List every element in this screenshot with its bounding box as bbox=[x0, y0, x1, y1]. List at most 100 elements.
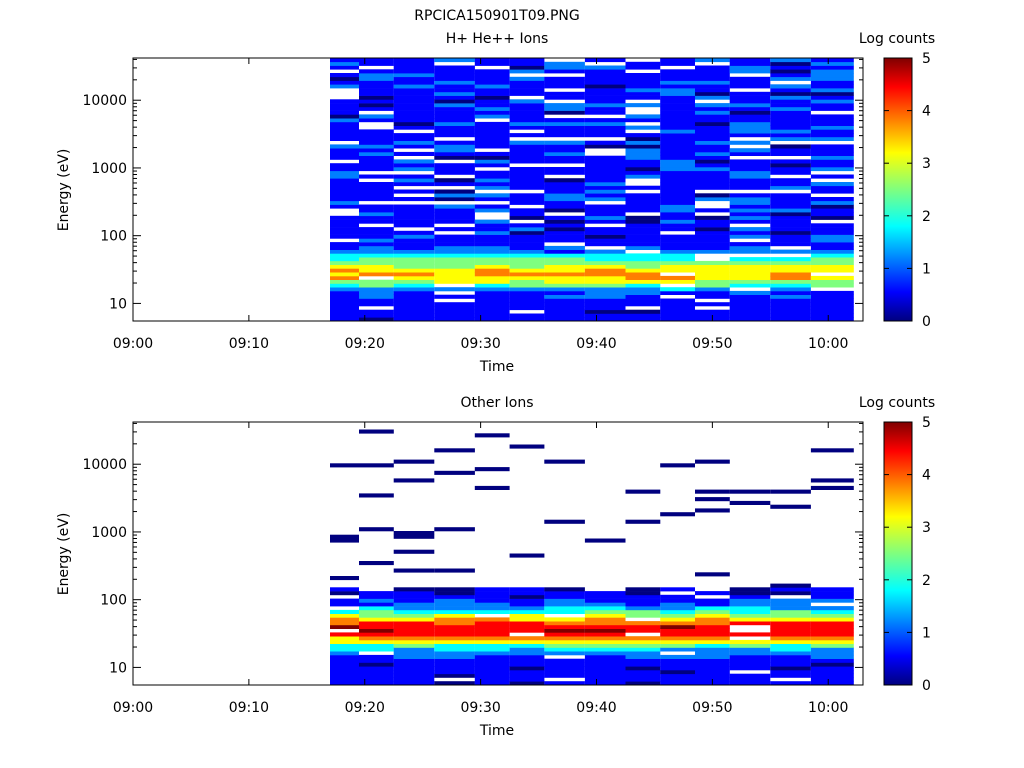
spectrogram-cell bbox=[544, 306, 585, 311]
spectrogram-cell bbox=[434, 658, 475, 663]
spectrogram-cell bbox=[770, 621, 811, 626]
spectrogram-cell bbox=[584, 140, 626, 145]
spectrogram-cell bbox=[729, 662, 771, 667]
spectrogram-cell bbox=[509, 670, 545, 675]
spectrogram-cell bbox=[544, 118, 585, 123]
spectrogram-cell bbox=[509, 628, 545, 633]
spectrogram-cell bbox=[474, 467, 510, 472]
spectrogram-cell bbox=[474, 88, 510, 93]
spectrogram-cell bbox=[359, 69, 394, 74]
spectrogram-cell bbox=[393, 531, 435, 536]
spectrogram-cell bbox=[660, 662, 695, 667]
colorbar bbox=[883, 57, 913, 322]
spectrogram-cell bbox=[584, 103, 626, 108]
spectrogram-cell bbox=[695, 294, 730, 299]
spectrogram-cell bbox=[544, 598, 585, 603]
spectrogram-cell bbox=[584, 106, 626, 111]
spectrogram-cell bbox=[810, 242, 854, 247]
spectrogram-cell bbox=[544, 65, 585, 70]
spectrogram-cell bbox=[625, 651, 661, 656]
spectrogram-cell bbox=[509, 639, 545, 644]
spectrogram-cell bbox=[474, 294, 510, 299]
spectrogram-cell bbox=[810, 302, 854, 307]
x-axis: 09:00 09:10 09:20 09:30 09:40 09:50 10:00 bbox=[113, 58, 848, 352]
spectrogram-cell bbox=[359, 189, 394, 194]
spectrogram-cell bbox=[393, 88, 435, 93]
spectrogram-cells bbox=[330, 429, 854, 686]
spectrogram-cell bbox=[695, 125, 730, 130]
y-tick-label: 10000 bbox=[82, 457, 127, 473]
spectrogram-cell bbox=[584, 249, 626, 254]
colorbar-tick-label: 4 bbox=[922, 104, 931, 120]
spectrogram-cell bbox=[695, 636, 730, 641]
spectrogram-cell bbox=[695, 69, 730, 74]
spectrogram-cell bbox=[474, 632, 510, 637]
spectrogram-cell bbox=[625, 313, 661, 318]
spectrogram-cell bbox=[660, 73, 695, 78]
spectrogram-cell bbox=[810, 298, 854, 303]
spectrogram-cell bbox=[434, 84, 475, 89]
spectrogram-cell bbox=[810, 591, 854, 596]
spectrogram-cell bbox=[330, 587, 359, 592]
spectrogram-cell bbox=[359, 215, 394, 220]
panel-other-ions: Other Ions Log counts 09:00 09:10 09:20 09:… bbox=[56, 395, 935, 739]
spectrogram-cell bbox=[625, 125, 661, 130]
spectrogram-cell bbox=[695, 167, 730, 172]
x-tick-label: 10:00 bbox=[808, 336, 848, 352]
spectrogram-cell bbox=[330, 215, 359, 220]
spectrogram-cell bbox=[770, 148, 811, 153]
spectrogram-cell bbox=[474, 279, 510, 284]
spectrogram-cell bbox=[509, 148, 545, 153]
spectrogram-cell bbox=[359, 283, 394, 288]
colorbar-tick-label: 0 bbox=[922, 314, 931, 330]
spectrogram-cell bbox=[393, 621, 435, 626]
spectrogram-cell bbox=[810, 257, 854, 262]
y-tick-label: 1000 bbox=[91, 161, 127, 177]
spectrogram-cell bbox=[434, 227, 475, 232]
spectrogram-cell bbox=[729, 279, 771, 284]
spectrogram-cell bbox=[359, 594, 394, 599]
spectrogram-cell bbox=[509, 208, 545, 213]
spectrogram-cell bbox=[509, 249, 545, 254]
spectrogram-cell bbox=[584, 65, 626, 70]
spectrogram-cell bbox=[393, 69, 435, 74]
spectrogram-cell bbox=[474, 208, 510, 213]
spectrogram-cell bbox=[330, 178, 359, 183]
spectrogram-cell bbox=[625, 144, 661, 149]
panel-title: H+ He++ Ions bbox=[446, 31, 549, 47]
spectrogram-cell bbox=[393, 639, 435, 644]
spectrogram-cell bbox=[359, 606, 394, 611]
spectrogram-cell bbox=[330, 534, 359, 539]
spectrogram-cell bbox=[509, 227, 545, 232]
spectrogram-cell bbox=[729, 651, 771, 656]
spectrogram-cell bbox=[695, 219, 730, 224]
spectrogram-cell bbox=[660, 61, 695, 66]
spectrogram-cell bbox=[359, 617, 394, 622]
spectrogram-cell bbox=[434, 275, 475, 280]
spectrogram-cell bbox=[393, 133, 435, 138]
spectrogram-cell bbox=[695, 632, 730, 637]
x-axis-label: Time bbox=[479, 723, 514, 739]
spectrogram-cell bbox=[770, 223, 811, 228]
spectrogram-cell bbox=[330, 283, 359, 288]
spectrogram-cell bbox=[584, 193, 626, 198]
spectrogram-cell bbox=[330, 643, 359, 648]
spectrogram-cell bbox=[625, 103, 661, 108]
colorbar-tick-label: 0 bbox=[922, 678, 931, 694]
spectrogram-cell bbox=[810, 114, 854, 119]
spectrogram-cell bbox=[660, 257, 695, 262]
spectrogram-cell bbox=[810, 144, 854, 149]
spectrogram-cell bbox=[625, 219, 661, 224]
spectrogram-cell bbox=[625, 658, 661, 663]
spectrogram-cell bbox=[509, 313, 545, 318]
colorbar-tick-label: 3 bbox=[922, 156, 931, 172]
spectrogram-cell bbox=[509, 69, 545, 74]
spectrogram-cell bbox=[584, 643, 626, 648]
spectrogram-cell bbox=[393, 309, 435, 314]
x-tick-label: 09:50 bbox=[692, 336, 732, 352]
spectrogram-cell bbox=[695, 598, 730, 603]
spectrogram-cell bbox=[584, 178, 626, 183]
spectrogram-cell bbox=[359, 84, 394, 89]
spectrogram-cell bbox=[544, 80, 585, 85]
spectrogram-cell bbox=[660, 84, 695, 89]
